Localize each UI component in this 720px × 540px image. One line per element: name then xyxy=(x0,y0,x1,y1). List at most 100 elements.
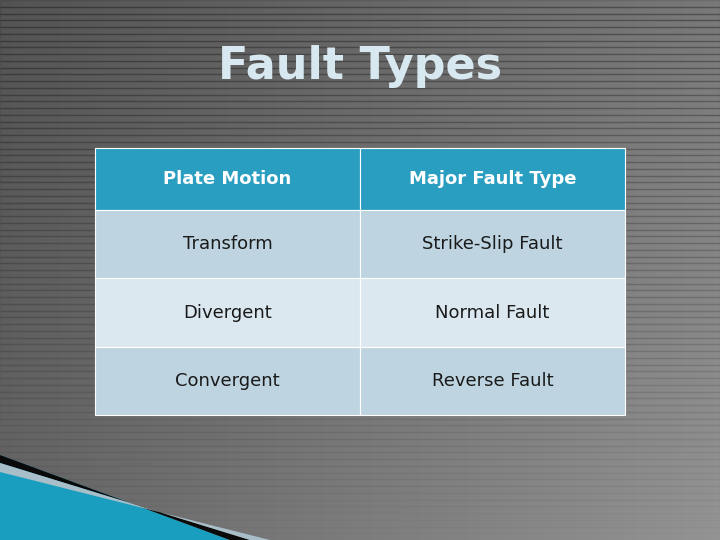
Bar xyxy=(306,0,312,540)
Polygon shape xyxy=(0,455,250,540)
Bar xyxy=(0,284,720,291)
Bar xyxy=(0,486,720,492)
Bar xyxy=(348,0,354,540)
Bar xyxy=(0,480,720,486)
Bar xyxy=(0,310,720,317)
Bar xyxy=(198,0,204,540)
Bar xyxy=(168,0,174,540)
Bar xyxy=(318,0,324,540)
Bar xyxy=(24,0,30,540)
Bar xyxy=(666,0,672,540)
Bar xyxy=(288,0,294,540)
Bar xyxy=(108,0,114,540)
Bar xyxy=(0,357,720,364)
Bar xyxy=(126,0,132,540)
Bar xyxy=(0,135,720,141)
Bar xyxy=(138,0,144,540)
Bar xyxy=(324,0,330,540)
Bar xyxy=(600,0,606,540)
Bar xyxy=(0,399,720,405)
Bar xyxy=(0,453,720,459)
Text: Normal Fault: Normal Fault xyxy=(436,303,549,321)
Bar xyxy=(378,0,384,540)
Bar xyxy=(0,27,720,33)
Bar xyxy=(210,0,216,540)
Bar xyxy=(0,202,720,209)
Bar xyxy=(0,54,720,60)
Bar xyxy=(0,230,720,237)
Bar xyxy=(228,0,234,540)
Bar xyxy=(120,0,126,540)
Bar xyxy=(0,183,720,189)
Bar xyxy=(276,0,282,540)
Bar xyxy=(528,0,534,540)
Bar xyxy=(102,0,108,540)
Bar xyxy=(36,0,42,540)
Bar xyxy=(684,0,690,540)
Bar xyxy=(0,526,720,534)
Bar xyxy=(366,0,372,540)
Bar xyxy=(66,0,72,540)
Bar xyxy=(12,0,18,540)
Bar xyxy=(246,0,252,540)
Bar xyxy=(420,0,426,540)
Bar xyxy=(48,0,54,540)
Bar xyxy=(0,534,720,540)
Bar xyxy=(504,0,510,540)
Bar xyxy=(156,0,162,540)
Bar xyxy=(0,465,720,472)
Text: Major Fault Type: Major Fault Type xyxy=(409,170,576,188)
Bar xyxy=(95,278,360,347)
Bar xyxy=(0,392,720,399)
Bar xyxy=(360,0,366,540)
Bar xyxy=(0,472,720,480)
Bar xyxy=(576,0,582,540)
Bar xyxy=(0,94,720,102)
Bar xyxy=(0,432,720,438)
Bar xyxy=(336,0,342,540)
Bar xyxy=(486,0,492,540)
Bar xyxy=(0,513,720,519)
Bar xyxy=(0,128,720,135)
Text: Fault Types: Fault Types xyxy=(218,45,502,89)
Bar xyxy=(0,243,720,249)
Bar xyxy=(0,270,720,276)
Bar xyxy=(402,0,408,540)
Bar xyxy=(180,0,186,540)
Bar xyxy=(0,446,720,453)
Bar xyxy=(0,276,720,284)
Bar xyxy=(0,418,720,426)
Bar xyxy=(0,500,720,507)
Bar xyxy=(678,0,684,540)
Bar xyxy=(0,189,720,195)
Bar xyxy=(162,0,168,540)
Text: Transform: Transform xyxy=(183,235,272,253)
Bar xyxy=(0,492,720,500)
Bar xyxy=(0,115,720,122)
Bar xyxy=(0,141,720,149)
Bar xyxy=(0,60,720,68)
Bar xyxy=(0,209,720,216)
Bar xyxy=(270,0,276,540)
Polygon shape xyxy=(0,463,270,540)
Bar xyxy=(0,81,720,87)
Bar xyxy=(564,0,570,540)
Bar xyxy=(360,148,625,210)
Bar xyxy=(702,0,708,540)
Bar xyxy=(426,0,432,540)
Bar xyxy=(312,0,318,540)
Bar xyxy=(0,168,720,176)
Bar xyxy=(432,0,438,540)
Bar xyxy=(0,122,720,128)
Bar xyxy=(0,102,720,108)
Bar xyxy=(30,0,36,540)
Bar xyxy=(0,108,720,115)
Bar xyxy=(0,338,720,345)
Bar xyxy=(516,0,522,540)
Bar xyxy=(0,216,720,222)
Bar xyxy=(390,0,396,540)
Bar xyxy=(510,0,516,540)
Bar xyxy=(498,0,504,540)
Bar xyxy=(42,0,48,540)
Bar xyxy=(360,347,625,415)
